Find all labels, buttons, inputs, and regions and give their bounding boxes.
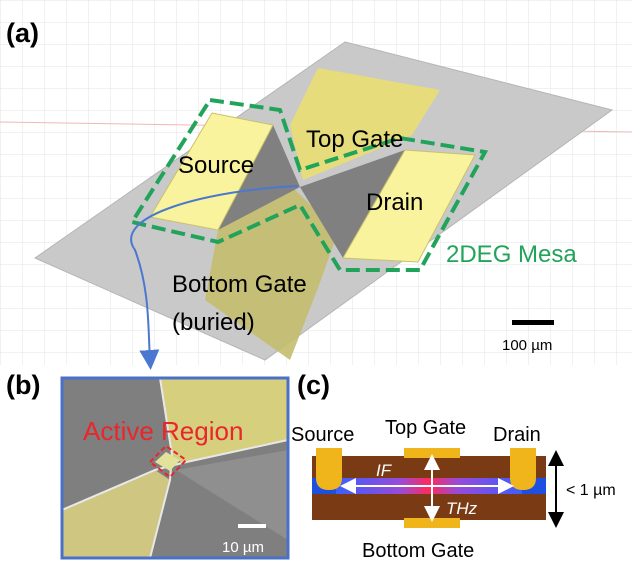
- mesa-outline: [128, 97, 489, 272]
- drain-pad: [342, 149, 476, 263]
- panel-b: (b) Active Region 10 µm: [6, 370, 290, 560]
- source-contact: [316, 448, 342, 490]
- bottom-gate-label-c: Bottom Gate: [362, 540, 474, 562]
- thickness-label: < 1 µm: [566, 482, 616, 499]
- source-funnel: [218, 125, 300, 230]
- panel-b-tag: (b): [6, 370, 40, 400]
- source-label-c: Source: [291, 424, 354, 446]
- bottom-gate-bar: [404, 518, 460, 528]
- panel-b-frame: [60, 376, 290, 560]
- drain-contact: [510, 448, 536, 490]
- active-dot: [155, 452, 180, 471]
- zoom-arrow: [130, 185, 299, 370]
- drain-label-c: Drain: [493, 424, 541, 446]
- drain-label: Drain: [366, 189, 423, 216]
- scale-label-a: 100 µm: [502, 337, 552, 354]
- bottom-gate-label: Bottom Gate: [172, 271, 307, 298]
- scale-label-b: 10 µm: [222, 539, 264, 556]
- scale-bar-a: [512, 320, 554, 325]
- source-label: Source: [178, 152, 254, 179]
- panel-a-tag: (a): [6, 18, 39, 48]
- panel-a: (a) Top Gate Source Drain 2DEG Mesa Bott…: [0, 0, 632, 370]
- top-gate-bar: [404, 448, 460, 458]
- active-region-label: Active Region: [83, 416, 243, 446]
- sem-image: [62, 378, 288, 558]
- buried-label: (buried): [172, 309, 255, 336]
- panel-c-tag: (c): [297, 370, 330, 400]
- bottom-gate-region: [205, 185, 338, 360]
- top-gate-label-c: Top Gate: [385, 417, 466, 439]
- mesa-label: 2DEG Mesa: [446, 241, 577, 268]
- bottom-gate-sem: [62, 470, 170, 558]
- if-label: IF: [376, 461, 393, 480]
- top-gate-label: Top Gate: [306, 126, 403, 153]
- top-gate-region: [290, 68, 440, 180]
- drain-funnel: [300, 150, 405, 258]
- panel-c: (c) Source Top Gate Drain IF THz < 1 µm …: [291, 370, 616, 562]
- drain-sem: [176, 450, 288, 540]
- source-pad: [149, 112, 274, 231]
- top-gate-sem: [160, 378, 288, 463]
- scale-bar-b: [238, 524, 266, 528]
- thz-label: THz: [446, 499, 478, 518]
